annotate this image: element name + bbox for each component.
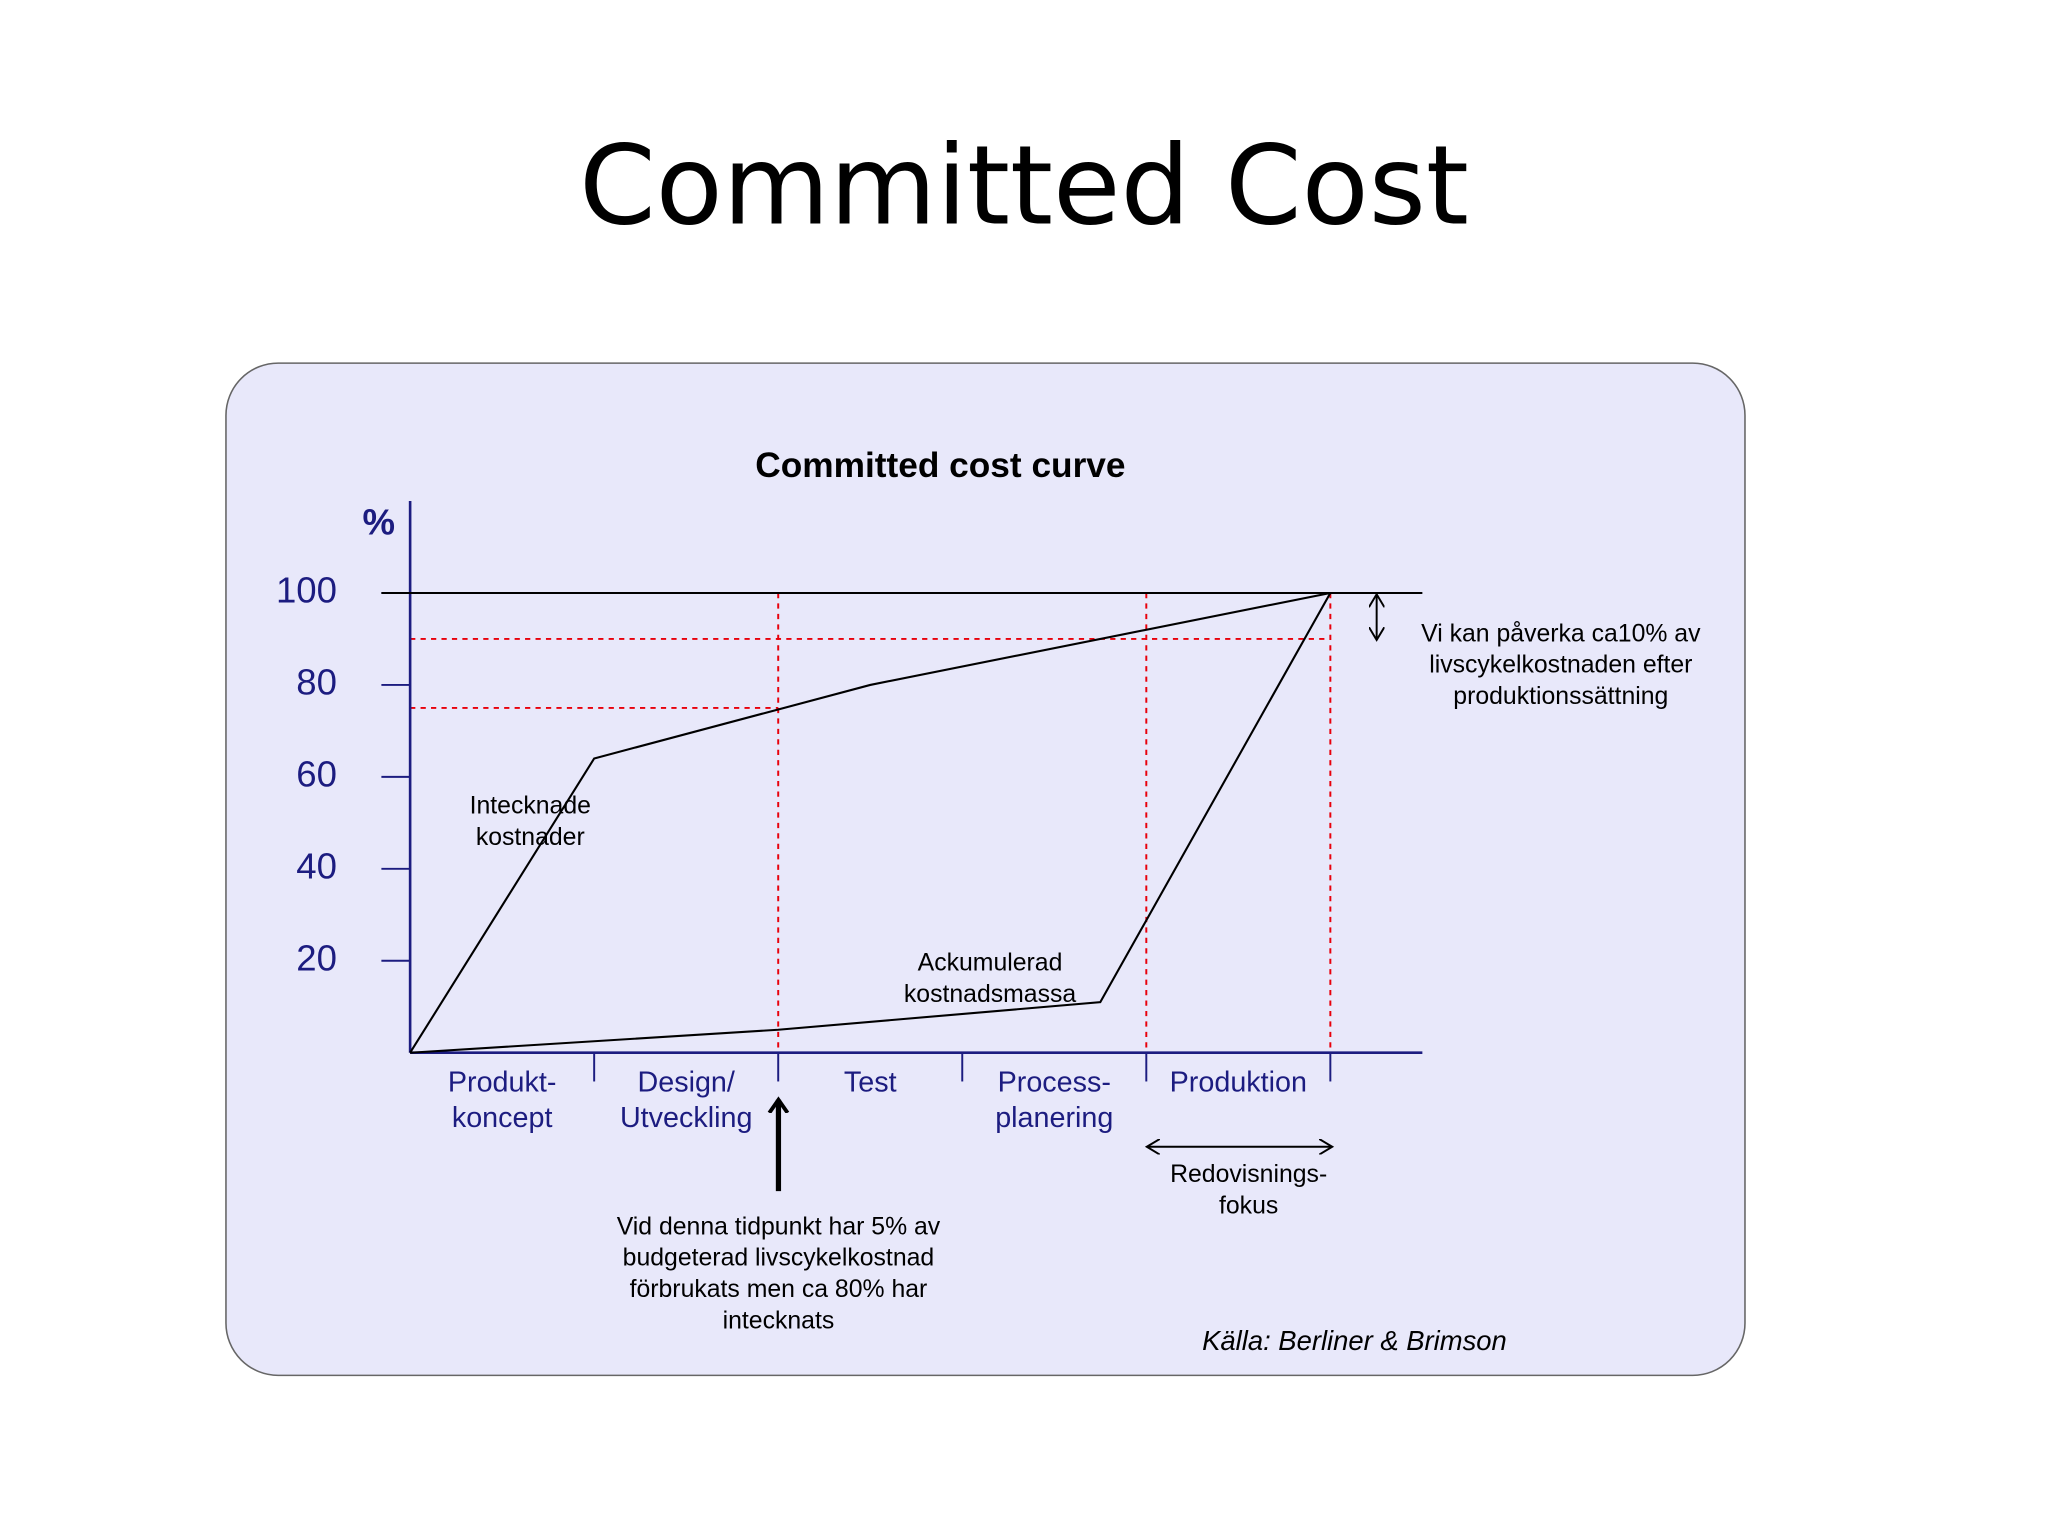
x-category-label: Test <box>844 1067 897 1099</box>
x-category-label: Utveckling <box>620 1102 752 1134</box>
annotation: budgeterad livscykelkostnad <box>623 1245 935 1272</box>
annotation: Vid denna tidpunkt har 5% av <box>617 1213 941 1240</box>
y-tick-label: 60 <box>296 754 337 795</box>
x-category-label: planering <box>995 1102 1113 1134</box>
source: Källa: Berliner & Brimson <box>1202 1325 1507 1356</box>
data-line <box>410 592 1332 1054</box>
annotation: Vi kan påverka ca10% av <box>1421 620 1701 647</box>
y-tick-label: 20 <box>296 937 337 978</box>
annotation: fokus <box>1219 1192 1278 1219</box>
series-label: Intecknade <box>470 793 591 820</box>
panel <box>225 362 1746 1377</box>
x-category-label: Process- <box>998 1067 1111 1099</box>
slide-title: Committed Cost <box>579 122 1469 250</box>
annotation: livscykelkostnaden efter <box>1429 652 1692 679</box>
y-tick-label: 40 <box>296 845 337 886</box>
y-tick-label: 100 <box>276 570 337 611</box>
annotation: produktionssättning <box>1453 683 1668 710</box>
x-category-label: Design/ <box>638 1067 735 1099</box>
x-category-label: koncept <box>452 1102 553 1134</box>
x-category-label: Produkt- <box>448 1067 557 1099</box>
annotation: Redovisnings- <box>1170 1161 1327 1188</box>
x-category-label: Produktion <box>1170 1067 1307 1099</box>
annotation: intecknats <box>723 1307 835 1334</box>
chart-title: Committed cost curve <box>755 446 1125 485</box>
data-line <box>409 591 1331 1054</box>
series-label: Ackumulerad <box>918 949 1063 976</box>
y-axis-label: % <box>363 502 396 543</box>
series-label: kostnader <box>476 824 585 851</box>
series-label: kostnadsmassa <box>904 981 1076 1008</box>
y-tick-label: 80 <box>296 662 337 703</box>
annotation: förbrukats men ca 80% har <box>630 1276 928 1303</box>
